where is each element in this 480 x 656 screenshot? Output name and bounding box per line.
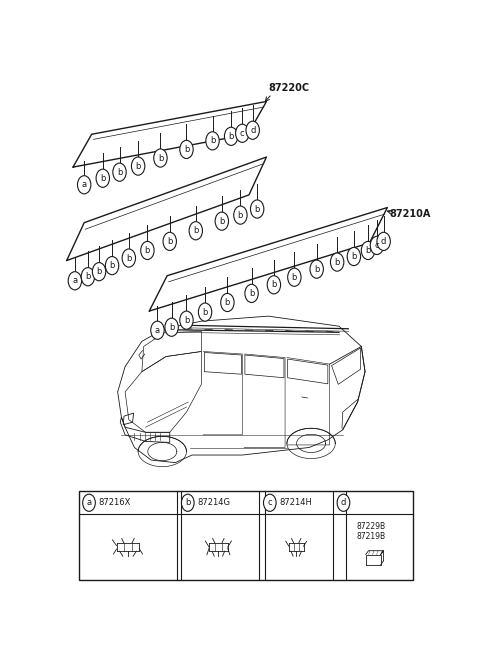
Circle shape xyxy=(180,140,193,159)
Text: b: b xyxy=(365,246,371,255)
Text: b: b xyxy=(292,273,297,281)
Circle shape xyxy=(225,127,238,146)
Text: a: a xyxy=(155,326,160,335)
Text: 87210A: 87210A xyxy=(389,209,431,218)
Circle shape xyxy=(236,124,249,142)
Text: b: b xyxy=(254,205,260,214)
Text: c: c xyxy=(374,241,379,250)
Text: c: c xyxy=(240,129,245,138)
Circle shape xyxy=(370,236,384,255)
Text: b: b xyxy=(145,246,150,255)
Circle shape xyxy=(189,222,203,240)
Circle shape xyxy=(163,232,177,251)
Text: b: b xyxy=(219,216,225,226)
Circle shape xyxy=(347,247,360,266)
Text: b: b xyxy=(167,237,172,246)
Circle shape xyxy=(377,232,390,251)
Text: b: b xyxy=(184,316,189,325)
Circle shape xyxy=(245,284,258,302)
Text: b: b xyxy=(117,168,122,176)
Circle shape xyxy=(68,272,82,290)
Text: b: b xyxy=(314,264,319,274)
Text: b: b xyxy=(203,308,208,317)
Circle shape xyxy=(141,241,154,260)
Text: 87216X: 87216X xyxy=(98,499,131,507)
Circle shape xyxy=(83,494,96,512)
Circle shape xyxy=(151,321,164,339)
Circle shape xyxy=(180,311,193,329)
Text: 87219B: 87219B xyxy=(357,533,386,541)
Circle shape xyxy=(113,163,126,181)
Text: d: d xyxy=(381,237,386,246)
Text: b: b xyxy=(228,132,234,141)
Text: b: b xyxy=(249,289,254,298)
Circle shape xyxy=(246,121,259,139)
Circle shape xyxy=(132,157,145,175)
Text: b: b xyxy=(193,226,198,236)
Circle shape xyxy=(181,494,194,512)
Circle shape xyxy=(330,253,344,271)
Circle shape xyxy=(92,262,106,281)
Text: b: b xyxy=(158,154,163,163)
Text: b: b xyxy=(351,252,357,261)
Text: b: b xyxy=(238,211,243,220)
Circle shape xyxy=(361,241,375,260)
Text: 87220C: 87220C xyxy=(268,83,310,93)
Text: d: d xyxy=(250,126,255,134)
Circle shape xyxy=(77,176,91,194)
Text: b: b xyxy=(184,145,189,154)
Text: b: b xyxy=(169,323,174,332)
Text: b: b xyxy=(210,136,215,146)
Text: b: b xyxy=(96,267,102,276)
Circle shape xyxy=(206,132,219,150)
Circle shape xyxy=(234,206,247,224)
Text: b: b xyxy=(271,280,276,289)
Circle shape xyxy=(264,494,276,512)
Circle shape xyxy=(198,303,212,321)
Text: b: b xyxy=(185,499,191,507)
Text: d: d xyxy=(341,499,346,507)
Text: 87229B: 87229B xyxy=(357,522,386,531)
Text: b: b xyxy=(100,174,106,183)
Circle shape xyxy=(96,169,109,188)
Circle shape xyxy=(154,149,167,167)
Circle shape xyxy=(122,249,135,267)
Circle shape xyxy=(165,318,178,337)
Circle shape xyxy=(221,293,234,312)
Circle shape xyxy=(215,212,228,230)
Circle shape xyxy=(267,276,281,294)
Text: a: a xyxy=(72,276,77,285)
Text: b: b xyxy=(85,272,91,281)
Text: b: b xyxy=(126,253,132,262)
Circle shape xyxy=(337,494,350,512)
Text: a: a xyxy=(82,180,87,190)
Text: b: b xyxy=(335,258,340,266)
Text: 87214G: 87214G xyxy=(197,499,230,507)
Circle shape xyxy=(310,260,324,278)
Text: b: b xyxy=(225,298,230,307)
Circle shape xyxy=(81,268,95,286)
Circle shape xyxy=(251,200,264,218)
Text: 87214H: 87214H xyxy=(279,499,312,507)
Circle shape xyxy=(288,268,301,286)
Text: c: c xyxy=(267,499,272,507)
Text: a: a xyxy=(86,499,92,507)
Circle shape xyxy=(106,256,119,275)
Text: b: b xyxy=(135,161,141,171)
Text: b: b xyxy=(109,261,115,270)
